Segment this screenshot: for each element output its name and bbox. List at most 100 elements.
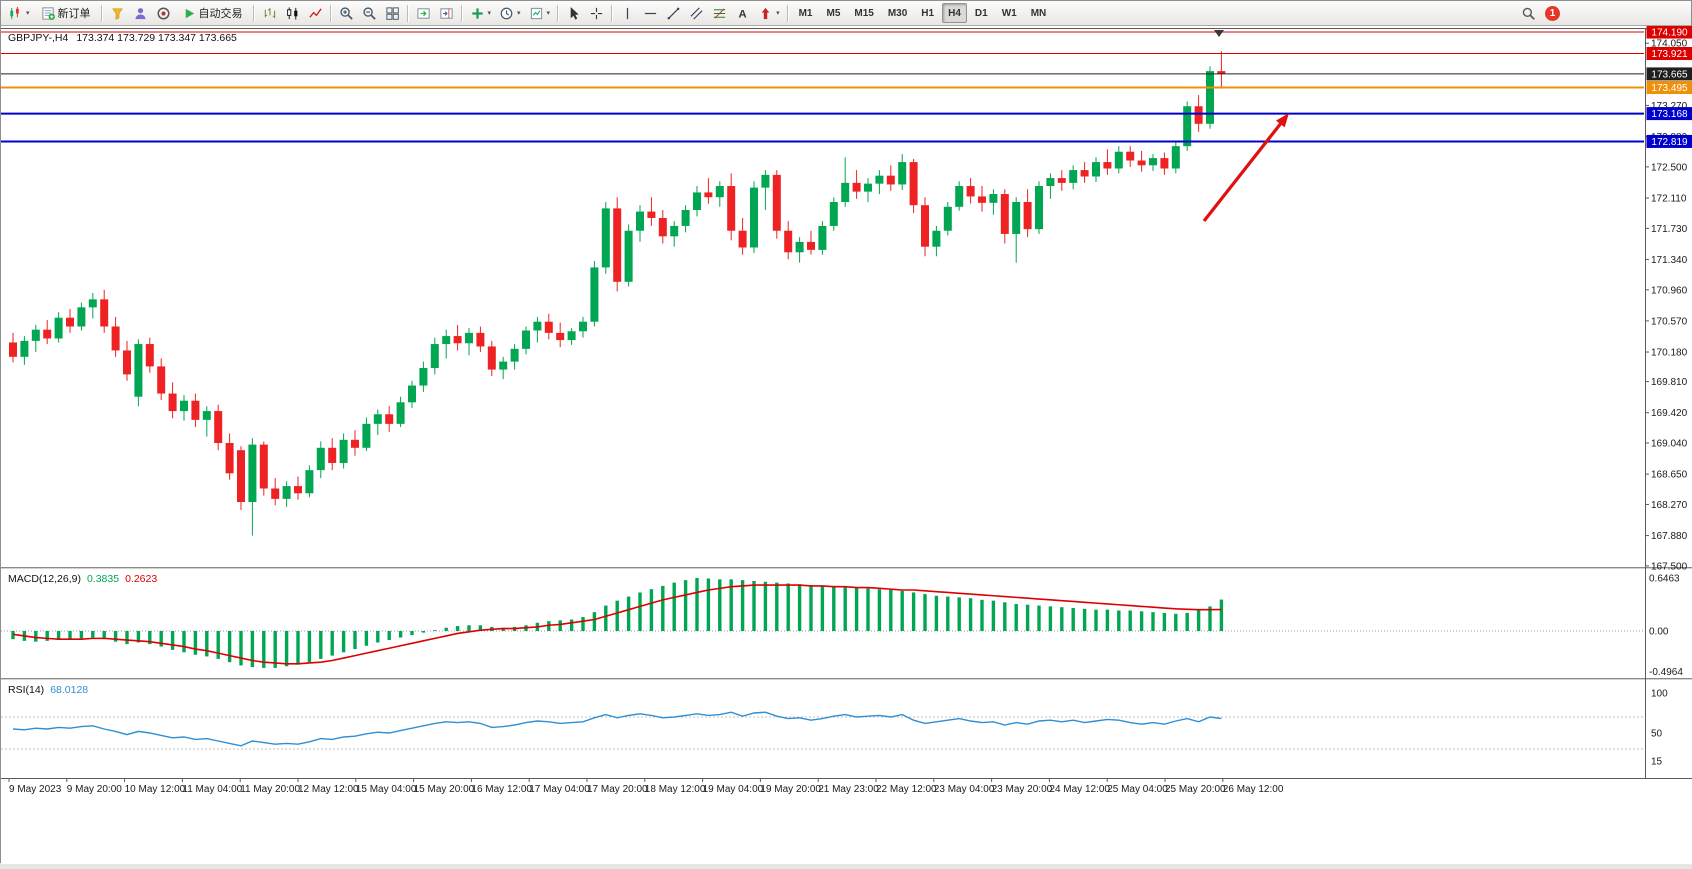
candlestick-chart-button[interactable] bbox=[282, 3, 303, 23]
price-axis-label: 170.180 bbox=[1651, 348, 1688, 359]
rsi-axis-label: 50 bbox=[1651, 729, 1663, 740]
fibonacci-button[interactable] bbox=[709, 3, 730, 23]
community-button[interactable] bbox=[130, 3, 151, 23]
macd-axis-label: -0.4964 bbox=[1649, 667, 1683, 678]
chart-shift-button[interactable] bbox=[436, 3, 457, 23]
autotrading-button[interactable]: 自动交易 bbox=[176, 3, 249, 23]
new-chart-icon bbox=[8, 6, 23, 21]
crosshair-button[interactable] bbox=[586, 3, 607, 23]
toolbar-right: 1 bbox=[1517, 3, 1560, 23]
price-tag: 173.168 bbox=[1647, 107, 1692, 120]
fibonacci-icon bbox=[712, 6, 727, 21]
timeframe-mn-button[interactable]: MN bbox=[1025, 3, 1053, 23]
new-order-button-label: 新订单 bbox=[58, 5, 91, 21]
bar-chart-button[interactable] bbox=[259, 3, 280, 23]
hline-icon bbox=[643, 6, 658, 21]
dropdown-arrow-icon: ▾ bbox=[547, 9, 551, 17]
horizontal-line-button[interactable] bbox=[640, 3, 661, 23]
arrows-button[interactable]: ▾ bbox=[755, 3, 783, 23]
tile-windows-icon bbox=[385, 6, 400, 21]
candlestick-icon bbox=[285, 6, 300, 21]
rsi-axis-label: 15 bbox=[1651, 757, 1663, 768]
toolbar-separator bbox=[101, 5, 103, 22]
macd-axis-label: 0.6463 bbox=[1649, 574, 1680, 585]
time-axis-label: 11 May 20:00 bbox=[240, 784, 300, 795]
time-axis-label: 25 May 04:00 bbox=[1107, 784, 1168, 795]
price-tag: 173.495 bbox=[1647, 81, 1692, 94]
panel-divider[interactable] bbox=[1, 567, 1692, 570]
trendline-icon bbox=[666, 6, 681, 21]
templates-icon bbox=[529, 6, 544, 21]
time-axis-label: 12 May 12:00 bbox=[298, 784, 359, 795]
timeframe-d1-button[interactable]: D1 bbox=[969, 3, 994, 23]
zoom-out-button[interactable] bbox=[359, 3, 380, 23]
search-icon bbox=[1521, 6, 1536, 21]
support-button[interactable] bbox=[153, 3, 174, 23]
periods-button[interactable]: ▾ bbox=[496, 3, 524, 23]
svg-text:172.819: 172.819 bbox=[1651, 137, 1688, 148]
line-chart-icon bbox=[308, 6, 323, 21]
text-button[interactable]: A bbox=[732, 3, 753, 23]
trendline-button[interactable] bbox=[663, 3, 684, 23]
timeframe-m30-button-label: M30 bbox=[888, 8, 907, 19]
price-axis-label: 168.650 bbox=[1651, 470, 1688, 481]
price-axis-label: 172.110 bbox=[1651, 194, 1687, 205]
macd-axis-label: 0.00 bbox=[1649, 627, 1669, 638]
price-axis-label: 168.270 bbox=[1651, 500, 1688, 511]
new-order-icon bbox=[41, 6, 56, 21]
time-axis-label: 17 May 04:00 bbox=[529, 784, 590, 795]
vline-icon bbox=[620, 6, 635, 21]
toolbar-separator bbox=[557, 5, 559, 22]
vertical-line-button[interactable] bbox=[617, 3, 638, 23]
timeframe-m5-button[interactable]: M5 bbox=[820, 3, 846, 23]
indicators-button[interactable]: ▾ bbox=[467, 3, 495, 23]
panel-divider[interactable] bbox=[1, 678, 1692, 681]
timeframe-m1-button[interactable]: M1 bbox=[793, 3, 819, 23]
timeframe-m5-button-label: M5 bbox=[826, 8, 840, 19]
price-axis-label: 167.500 bbox=[1651, 561, 1688, 572]
market-button[interactable] bbox=[107, 3, 128, 23]
indicators-icon bbox=[470, 6, 485, 21]
price-tag: 173.921 bbox=[1647, 47, 1692, 60]
svg-text:A: A bbox=[739, 8, 747, 20]
timeframe-h1-button-label: H1 bbox=[921, 8, 934, 19]
price-axis-label: 169.420 bbox=[1651, 408, 1688, 419]
templates-button[interactable]: ▾ bbox=[526, 3, 554, 23]
svg-text:173.495: 173.495 bbox=[1651, 83, 1688, 94]
timeframe-mn-button-label: MN bbox=[1031, 8, 1047, 19]
timeframe-m15-button[interactable]: M15 bbox=[848, 3, 879, 23]
timeframe-h4-button[interactable]: H4 bbox=[942, 3, 967, 23]
price-axis-label: 167.880 bbox=[1651, 531, 1688, 542]
price-tag: 172.819 bbox=[1647, 135, 1692, 148]
tile-windows-button[interactable] bbox=[382, 3, 403, 23]
timeframe-m30-button[interactable]: M30 bbox=[882, 3, 913, 23]
new-chart-button[interactable]: ▾ bbox=[5, 3, 33, 23]
time-axis-label: 9 May 2023 bbox=[9, 784, 62, 795]
rsi-panel[interactable] bbox=[1, 681, 1644, 778]
new-order-button[interactable]: 新订单 bbox=[35, 3, 97, 23]
timeframe-h1-button[interactable]: H1 bbox=[915, 3, 940, 23]
time-axis-label: 24 May 12:00 bbox=[1049, 784, 1110, 795]
timeframe-w1-button[interactable]: W1 bbox=[996, 3, 1023, 23]
zoom-in-icon bbox=[339, 6, 354, 21]
market-icon bbox=[110, 6, 125, 21]
search-button[interactable] bbox=[1518, 3, 1539, 23]
cursor-button[interactable] bbox=[563, 3, 584, 23]
channel-button[interactable] bbox=[686, 3, 707, 23]
zoom-out-icon bbox=[362, 6, 377, 21]
chart-shift-icon bbox=[439, 6, 454, 21]
timeframe-m1-button-label: M1 bbox=[799, 8, 813, 19]
price-axis-label: 169.040 bbox=[1651, 439, 1688, 450]
time-axis-label: 18 May 12:00 bbox=[645, 784, 706, 795]
dropdown-arrow-icon: ▾ bbox=[26, 9, 30, 17]
auto-scroll-button[interactable] bbox=[413, 3, 434, 23]
line-chart-button[interactable] bbox=[305, 3, 326, 23]
chart-plot-area[interactable] bbox=[1, 28, 1644, 567]
notification-badge[interactable]: 1 bbox=[1545, 6, 1560, 21]
toolbar-separator bbox=[407, 5, 409, 22]
price-tag: 173.665 bbox=[1647, 67, 1692, 80]
zoom-in-button[interactable] bbox=[336, 3, 357, 23]
price-axis-label: 170.570 bbox=[1651, 316, 1688, 327]
